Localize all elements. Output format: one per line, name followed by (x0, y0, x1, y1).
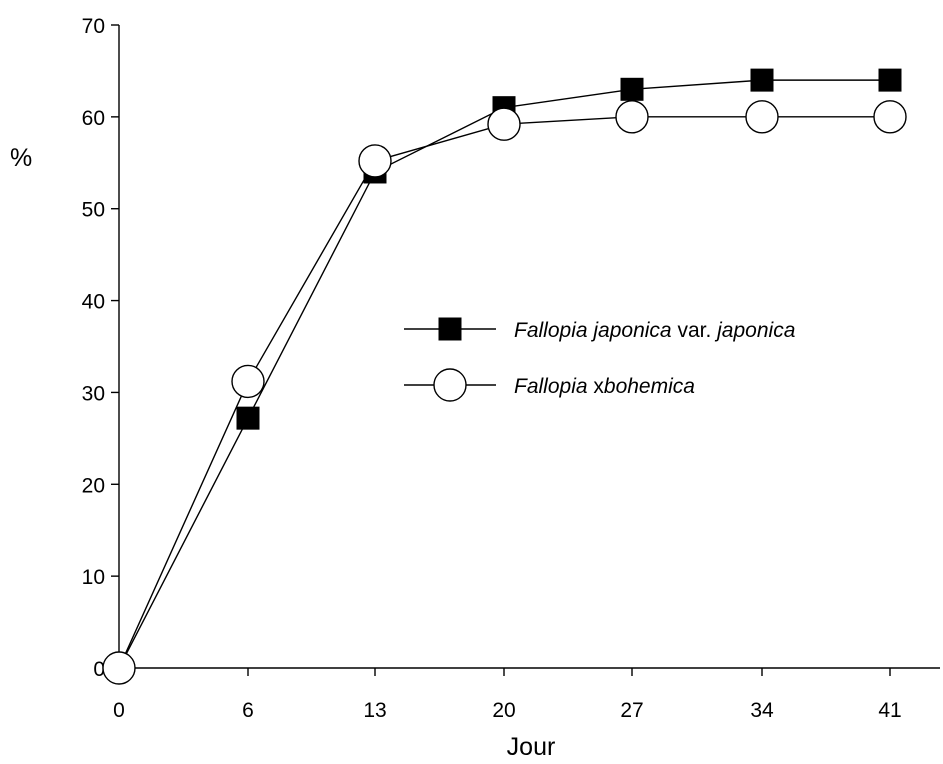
data-point (358, 144, 392, 178)
data-point (745, 100, 779, 134)
y-tick-label: 0 (93, 658, 105, 681)
legend-marker (438, 317, 462, 341)
legend-label-part: x (593, 375, 604, 398)
legend-label-part: Fallopia (514, 375, 593, 398)
x-axis-title: Jour (507, 733, 556, 761)
data-point (878, 68, 902, 92)
legend-label-part: Fallopia japonica (514, 319, 672, 342)
legend-label-part: bohemica (604, 375, 695, 398)
legend-label-part: japonica (714, 319, 795, 342)
series-layer (102, 68, 907, 685)
legend-item-2: Fallopia xbohemica (404, 368, 695, 402)
legend: Fallopia japonica var. japonicaFallopia … (404, 317, 795, 402)
y-tick-label: 10 (82, 566, 105, 589)
data-point (236, 406, 260, 430)
x-tick-label: 20 (492, 699, 515, 722)
y-tick-label: 70 (82, 15, 105, 38)
legend-label: Fallopia japonica var. japonica (514, 319, 795, 342)
data-point (615, 100, 649, 134)
series-line-2 (118, 116, 890, 669)
legend-label: Fallopia xbohemica (514, 375, 695, 398)
y-tick-label: 20 (82, 474, 105, 497)
legend-marker (433, 368, 467, 402)
y-tick-label: 40 (82, 291, 105, 314)
data-point (873, 100, 907, 134)
x-tick-label: 34 (750, 699, 774, 722)
y-tick-label: 50 (82, 199, 105, 222)
series-points-2 (102, 100, 907, 685)
data-point (620, 77, 644, 101)
x-tick-label: 13 (363, 699, 386, 722)
x-tick-label: 0 (113, 699, 125, 722)
x-tick-label: 41 (878, 699, 901, 722)
y-tick-label: 30 (82, 382, 105, 405)
y-axis-title: % (10, 144, 32, 172)
y-tick-label: 60 (82, 107, 105, 130)
data-point (750, 68, 774, 92)
data-point (231, 364, 265, 399)
x-tick-label: 6 (242, 699, 254, 722)
legend-item-1: Fallopia japonica var. japonica (404, 317, 795, 342)
data-point (487, 107, 521, 141)
legend-label-part: var. (672, 319, 718, 342)
data-point (102, 651, 136, 685)
series-points-1 (107, 68, 902, 680)
x-tick-label: 27 (620, 699, 643, 722)
